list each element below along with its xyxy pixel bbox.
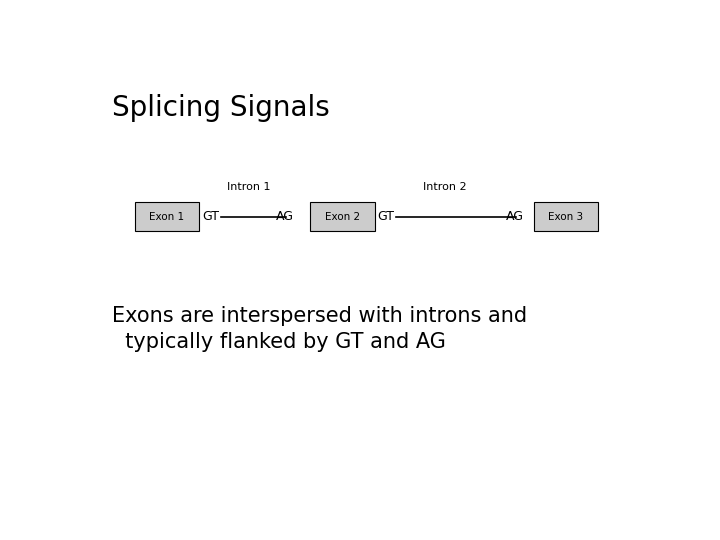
Text: Exon 3: Exon 3 [548,212,583,221]
Text: Exons are interspersed with introns and
  typically flanked by GT and AG: Exons are interspersed with introns and … [112,306,528,353]
Bar [135,202,199,231]
Bar [534,202,598,231]
Text: GT: GT [377,210,395,223]
Text: AG: AG [276,210,294,223]
Text: GT: GT [203,210,220,223]
Bar [310,202,374,231]
Text: Intron 1: Intron 1 [228,181,271,192]
Text: Exon 2: Exon 2 [325,212,360,221]
Text: Intron 2: Intron 2 [423,181,466,192]
Text: Exon 1: Exon 1 [149,212,184,221]
Text: AG: AG [506,210,524,223]
Text: Splicing Signals: Splicing Signals [112,94,330,122]
